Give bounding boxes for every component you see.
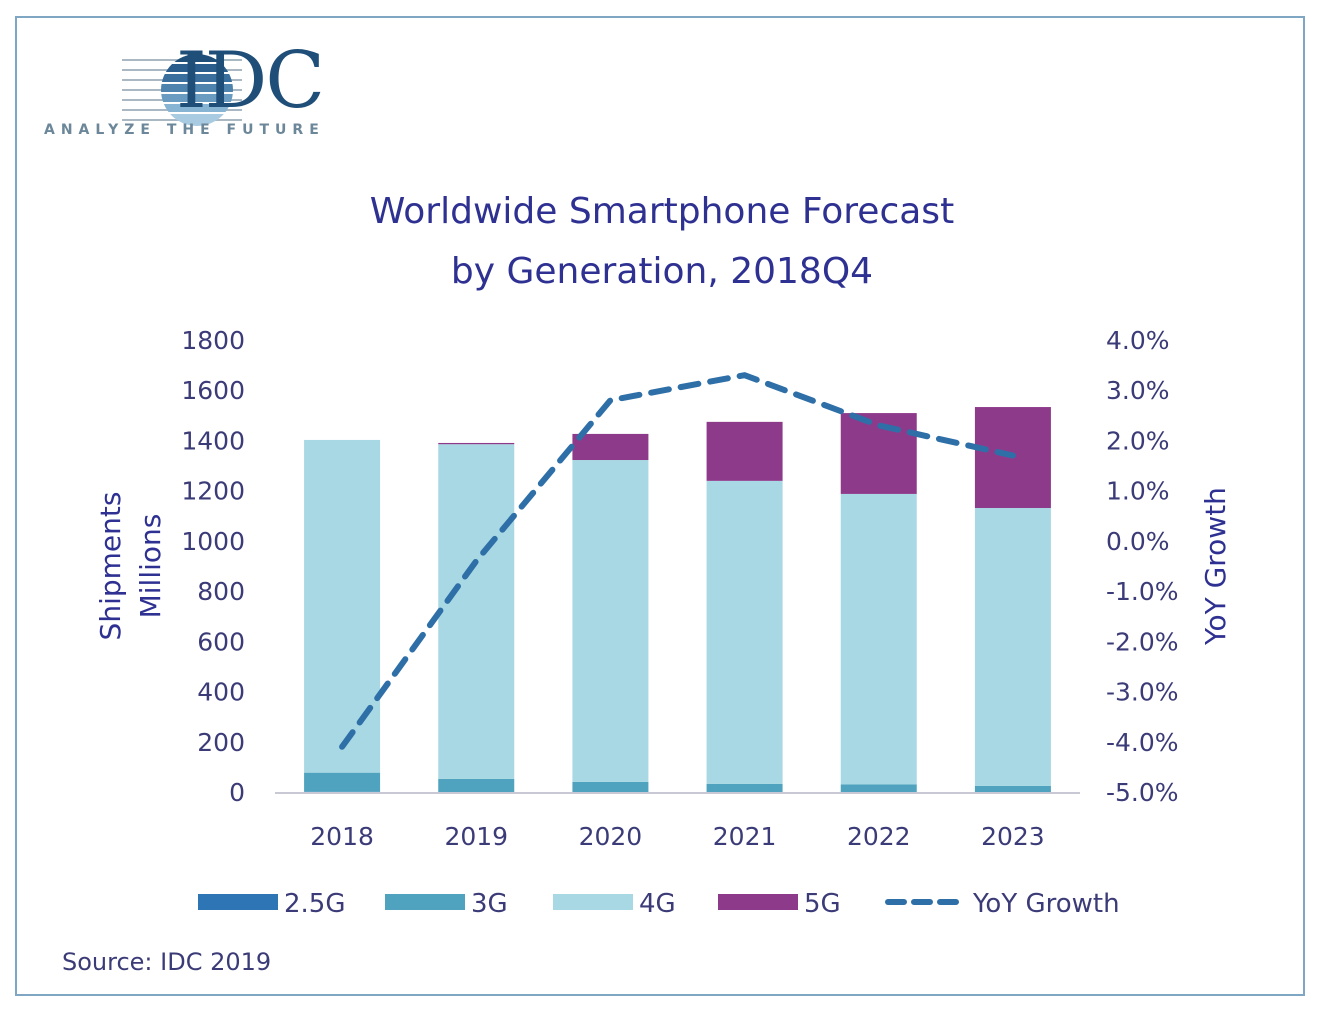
y-tick-label: 400	[197, 678, 245, 707]
bar-3G-2021	[706, 783, 783, 792]
x-tick-label: 2022	[847, 822, 911, 851]
bar-25G-2018	[304, 791, 381, 793]
idc-logo-icon	[122, 54, 242, 126]
y2-axis-title: YoY Growth	[1199, 487, 1232, 646]
legend-swatch-25G	[198, 894, 278, 910]
bar-4G-2022	[840, 493, 917, 785]
y2-tick-label: -1.0%	[1106, 577, 1179, 606]
bar-4G-2019	[438, 444, 515, 779]
bar-3G-2022	[840, 784, 917, 792]
bar-5G-2020	[572, 433, 649, 461]
y-axis-title-line2: Millions	[134, 514, 167, 619]
x-tick-label: 2023	[981, 822, 1045, 851]
bar-4G-2021	[706, 480, 783, 784]
brand-tagline: ANALYZE THE FUTURE	[44, 122, 325, 138]
y-tick-label: 600	[197, 627, 245, 656]
x-tick-label: 2021	[713, 822, 777, 851]
legend-swatch-4G	[553, 894, 633, 910]
legend-swatch-5G	[718, 894, 798, 910]
y2-tick-label: -5.0%	[1106, 778, 1179, 807]
bar-4G-2023	[974, 507, 1051, 786]
y-tick-label: 0	[229, 778, 245, 807]
bar-3G-2019	[438, 778, 515, 792]
y-tick-label: 1200	[181, 477, 245, 506]
y2-tick-label: 1.0%	[1106, 477, 1170, 506]
chart-title: Worldwide Smartphone Forecast	[369, 191, 955, 232]
y-tick-label: 1400	[181, 426, 245, 455]
x-tick-label: 2018	[310, 822, 374, 851]
y-axis-title-line1: Shipments	[94, 492, 127, 641]
bar-3G-2023	[974, 785, 1051, 792]
brand-name: IDC	[176, 36, 325, 126]
y2-tick-label: -4.0%	[1106, 728, 1179, 757]
y-tick-label: 1600	[181, 376, 245, 405]
legend-label: YoY Growth	[972, 889, 1120, 919]
x-tick-label: 2019	[444, 822, 508, 851]
legend-label: 3G	[471, 889, 508, 919]
y-tick-label: 200	[197, 728, 245, 757]
source-note: Source: IDC 2019	[62, 948, 272, 976]
y2-tick-label: 2.0%	[1106, 426, 1170, 455]
y-tick-label: 1000	[181, 527, 245, 556]
legend-swatch-3G	[385, 894, 465, 910]
legend-label: 2.5G	[284, 889, 346, 919]
y-tick-label: 800	[197, 577, 245, 606]
x-tick-label: 2020	[579, 822, 643, 851]
y2-tick-label: 4.0%	[1106, 326, 1170, 355]
chart-subtitle: by Generation, 2018Q4	[450, 251, 874, 292]
legend-label: 5G	[804, 889, 841, 919]
bar-4G-2018	[304, 439, 381, 773]
bar-5G-2019	[438, 442, 515, 445]
y2-tick-label: -3.0%	[1106, 678, 1179, 707]
bar-4G-2020	[572, 460, 649, 782]
y2-tick-label: -2.0%	[1106, 627, 1179, 656]
chart-frame	[15, 16, 1305, 996]
y2-tick-label: 3.0%	[1106, 376, 1170, 405]
yoy-growth-line	[339, 372, 1016, 750]
bar-3G-2020	[572, 781, 649, 792]
y2-tick-label: 0.0%	[1106, 527, 1170, 556]
bar-5G-2021	[706, 421, 783, 481]
y-tick-label: 1800	[181, 326, 245, 355]
legend-label: 4G	[639, 889, 676, 919]
bar-3G-2018	[304, 772, 381, 792]
